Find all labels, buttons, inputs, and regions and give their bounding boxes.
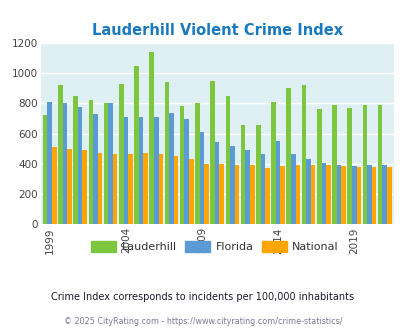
Bar <box>225 96 230 224</box>
Title: Lauderhill Violent Crime Index: Lauderhill Violent Crime Index <box>92 22 342 38</box>
Bar <box>164 82 169 224</box>
Bar <box>128 154 132 224</box>
Bar <box>93 114 98 224</box>
Bar <box>158 154 163 224</box>
Bar <box>189 159 193 224</box>
Bar <box>108 103 113 224</box>
Bar <box>78 107 82 224</box>
Bar <box>173 155 178 224</box>
Bar <box>325 165 330 224</box>
Bar <box>286 88 290 224</box>
Bar <box>204 164 208 224</box>
Bar <box>58 85 62 224</box>
Bar <box>113 154 117 224</box>
Bar <box>43 115 47 224</box>
Bar <box>134 66 139 224</box>
Bar <box>382 165 386 224</box>
Bar <box>88 100 93 224</box>
Bar <box>62 103 67 224</box>
Bar <box>301 85 305 224</box>
Bar <box>264 168 269 224</box>
Bar <box>143 152 147 224</box>
Bar <box>386 167 390 224</box>
Bar <box>351 166 356 224</box>
Bar <box>210 81 214 224</box>
Bar <box>199 132 204 224</box>
Bar <box>234 165 239 224</box>
Bar <box>249 165 254 224</box>
Bar <box>104 103 108 224</box>
Bar <box>260 154 264 224</box>
Bar <box>82 149 87 224</box>
Text: Crime Index corresponds to incidents per 100,000 inhabitants: Crime Index corresponds to incidents per… <box>51 292 354 302</box>
Bar <box>119 84 123 224</box>
Bar <box>295 165 299 224</box>
Bar <box>139 117 143 224</box>
Bar <box>219 164 224 224</box>
Text: © 2025 CityRating.com - https://www.cityrating.com/crime-statistics/: © 2025 CityRating.com - https://www.city… <box>64 317 341 326</box>
Bar <box>290 154 295 224</box>
Bar <box>184 119 189 224</box>
Legend: Lauderhill, Florida, National: Lauderhill, Florida, National <box>87 237 343 257</box>
Bar <box>52 147 56 224</box>
Bar <box>377 105 382 224</box>
Bar <box>67 149 72 224</box>
Bar <box>73 96 78 224</box>
Bar <box>98 152 102 224</box>
Bar <box>316 110 321 224</box>
Bar <box>336 165 341 224</box>
Bar <box>230 146 234 224</box>
Bar <box>341 166 345 224</box>
Bar <box>47 102 52 224</box>
Bar <box>149 52 153 224</box>
Bar <box>153 117 158 224</box>
Bar <box>305 159 310 224</box>
Bar <box>371 167 375 224</box>
Bar <box>240 125 245 224</box>
Bar <box>321 163 325 224</box>
Bar <box>331 105 336 224</box>
Bar <box>245 150 249 224</box>
Bar <box>214 142 219 224</box>
Bar <box>195 103 199 224</box>
Bar <box>271 102 275 224</box>
Bar <box>362 105 366 224</box>
Bar <box>275 141 280 224</box>
Bar <box>347 108 351 224</box>
Bar <box>179 106 184 224</box>
Bar <box>169 113 173 224</box>
Bar <box>123 117 128 224</box>
Bar <box>310 165 315 224</box>
Bar <box>356 167 360 224</box>
Bar <box>280 166 284 224</box>
Bar <box>256 125 260 224</box>
Bar <box>366 165 371 224</box>
